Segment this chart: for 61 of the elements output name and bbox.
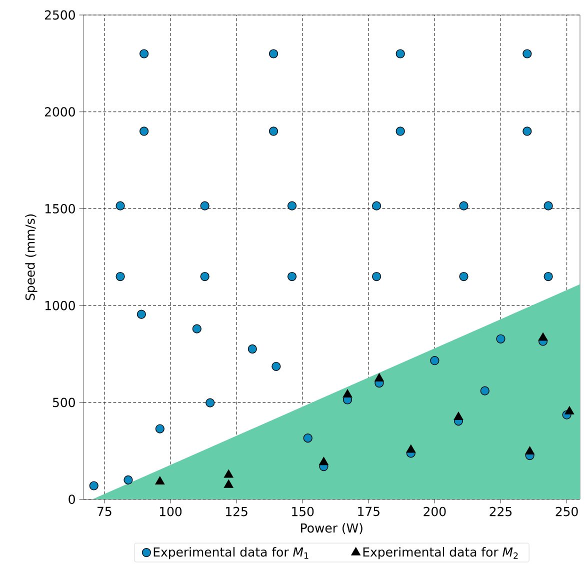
- y-tick-label: 1000: [45, 300, 75, 310]
- point: [525, 446, 534, 454]
- legend-label: Experimental data for M$_{2}$: [363, 547, 518, 560]
- point: [496, 334, 506, 344]
- point: [303, 434, 312, 443]
- point: [522, 126, 532, 136]
- x-tick-label: 200: [424, 506, 446, 516]
- point: [544, 272, 553, 282]
- point: [287, 201, 297, 210]
- y-tick-label: 2000: [44, 107, 75, 117]
- y-axis-title: Speed (mm/s): [25, 214, 38, 300]
- point: [480, 386, 490, 396]
- point: [200, 201, 210, 210]
- point: [268, 126, 278, 136]
- point: [430, 356, 440, 366]
- point: [459, 201, 468, 210]
- point: [124, 475, 133, 484]
- point: [200, 272, 210, 282]
- point: [155, 424, 164, 434]
- point: [140, 49, 149, 58]
- point: [268, 49, 278, 58]
- point: [248, 344, 257, 354]
- point: [140, 126, 149, 136]
- point: [287, 272, 297, 282]
- point: [538, 332, 548, 341]
- x-tick-label: 225: [490, 506, 512, 516]
- point: [116, 272, 125, 282]
- x-tick-label: 100: [160, 506, 182, 516]
- point: [454, 412, 464, 420]
- point: [544, 201, 553, 210]
- point: [459, 272, 468, 282]
- point: [272, 362, 281, 371]
- point: [192, 324, 202, 334]
- legend-label: Experimental data for M$_{1}$: [154, 547, 308, 560]
- point: [116, 201, 125, 210]
- x-tick-label: 175: [358, 506, 380, 516]
- point: [319, 456, 328, 466]
- x-tick-label: 125: [226, 506, 248, 516]
- point: [372, 201, 382, 210]
- point: [396, 49, 405, 58]
- y-tick-label: 1500: [45, 204, 75, 214]
- point: [224, 470, 234, 478]
- point: [372, 272, 382, 282]
- point: [136, 310, 146, 319]
- point: [406, 444, 416, 453]
- y-tick-label: 500: [52, 398, 75, 408]
- point: [342, 389, 352, 398]
- point: [564, 406, 574, 414]
- x-tick-label: 150: [292, 506, 314, 516]
- point: [224, 480, 234, 488]
- point: [522, 49, 532, 58]
- point: [206, 398, 215, 408]
- x-tick-label: 75: [98, 506, 112, 516]
- x-axis-title: Power (W): [301, 523, 362, 534]
- point: [396, 126, 405, 136]
- y-tick-label: 2500: [44, 10, 75, 20]
- point: [374, 373, 384, 382]
- point: [89, 481, 98, 490]
- x-tick-label: 250: [556, 506, 578, 516]
- y-tick-label: 0: [68, 494, 75, 504]
- point: [155, 476, 165, 485]
